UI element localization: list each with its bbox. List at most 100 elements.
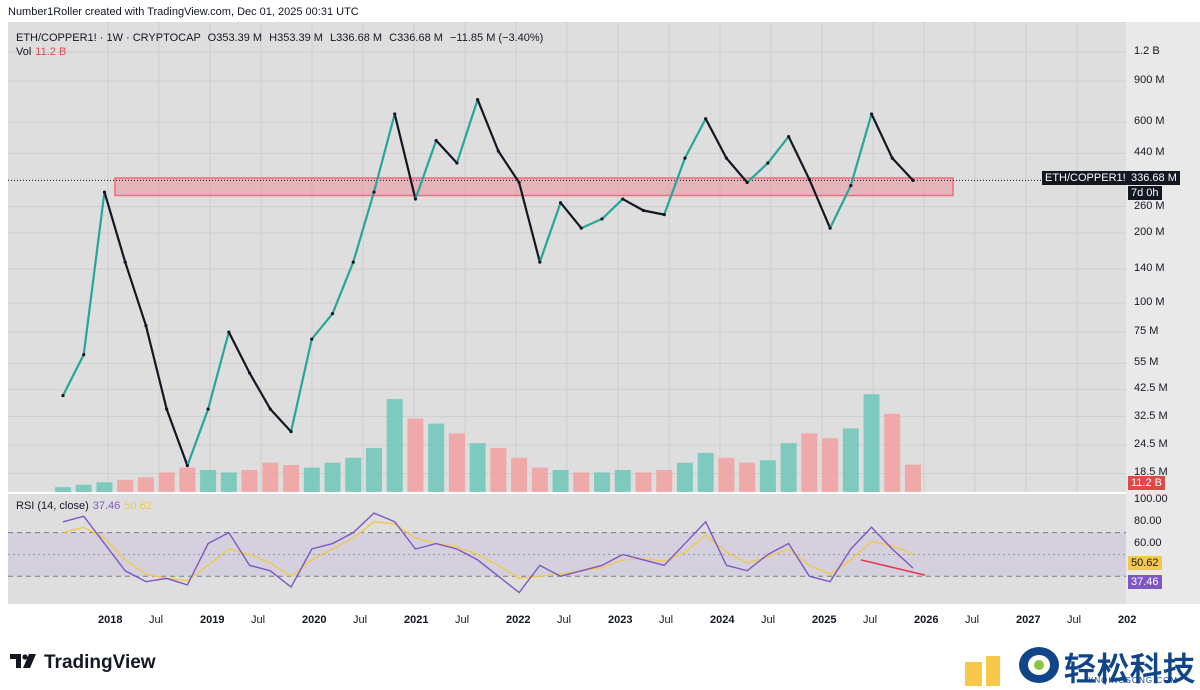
time-axis-label: Jul: [353, 614, 368, 626]
price-point: [310, 337, 314, 341]
time-axis-label: 2023: [608, 614, 633, 626]
price-candle: [746, 162, 769, 184]
price-point: [476, 97, 480, 102]
price-point: [268, 407, 272, 411]
time-axis-label: Jul: [965, 614, 980, 626]
price-chart[interactable]: [8, 22, 1129, 492]
price-candle: [186, 408, 210, 466]
price-candle: [849, 113, 873, 186]
price-point: [538, 260, 542, 264]
volume-bar: [448, 433, 465, 492]
price-point: [372, 190, 376, 194]
volume-bar: [905, 464, 921, 492]
price-axis-label: 42.5 M: [1134, 382, 1168, 395]
volume-bar: [676, 462, 693, 492]
price-candle: [683, 118, 707, 159]
price-point: [165, 407, 169, 411]
volume-bar: [490, 448, 507, 492]
volume-legend: Vol 11.2 B: [16, 46, 66, 58]
time-axis-label: Jul: [659, 614, 674, 626]
watermark-bar-icon: [986, 656, 1000, 686]
close-label: C: [389, 32, 398, 44]
price-candle: [476, 99, 500, 152]
time-axis[interactable]: 2018 Jul 2019 Jul 2020 Jul 2021 Jul 2022 Jul 2023 J…: [8, 604, 1200, 638]
price-point: [455, 161, 459, 165]
volume-bar: [552, 470, 569, 492]
price-point: [247, 371, 252, 375]
volume-bar: [158, 472, 175, 492]
volume-bar: [96, 482, 113, 492]
rsi-value: 37.46: [92, 500, 121, 512]
symbol-label[interactable]: ETH/COPPER1! · 1W · CRYPTOCAP: [16, 32, 201, 44]
time-axis-label: 2022: [506, 614, 531, 626]
price-axis-label: 18.5 M: [1134, 466, 1168, 479]
price-point: [828, 226, 832, 230]
tradingview-brand[interactable]: TradingView: [44, 652, 156, 673]
open-label: O: [207, 32, 217, 44]
volume-bar: [241, 470, 258, 492]
price-candle: [559, 202, 583, 229]
rsi-ma-line: [62, 521, 914, 582]
price-candle: [891, 157, 914, 182]
time-axis-label: Jul: [761, 614, 776, 626]
price-point: [683, 156, 687, 160]
volume-bar: [697, 452, 714, 492]
price-point: [662, 213, 666, 217]
price-candle: [352, 191, 376, 263]
price-candle: [289, 338, 313, 432]
price-axis[interactable]: 1.2 B 900 M 600 M 440 M 260 M 200 M 140 M 100 M…: [1126, 22, 1200, 604]
rsi-axis-label: 60.00: [1134, 536, 1162, 549]
price-point: [289, 430, 293, 434]
price-point: [911, 178, 915, 182]
volume-bar: [386, 399, 403, 492]
price-candle: [808, 179, 832, 229]
time-axis-label: Jul: [557, 614, 572, 626]
rsi-axis-label: 100.00: [1134, 493, 1168, 505]
price-candle: [455, 99, 479, 164]
time-axis-label: Jul: [251, 614, 266, 626]
time-axis-label: 2018: [98, 614, 123, 626]
rsi-chart[interactable]: [8, 494, 1126, 604]
price-point: [766, 161, 770, 165]
volume-label[interactable]: Vol: [16, 46, 32, 58]
volume-bar: [303, 467, 320, 492]
price-pane[interactable]: [8, 22, 1129, 492]
price-candle: [331, 261, 355, 315]
price-point: [351, 260, 355, 264]
price-candle: [663, 157, 686, 216]
rsi-pane[interactable]: [8, 494, 1126, 604]
price-point: [123, 260, 127, 264]
price-candle: [248, 372, 272, 410]
price-tag: 336.68 M: [1128, 171, 1180, 186]
watermark-bar-icon: [965, 662, 982, 686]
price-candle: [538, 202, 562, 263]
volume-bar: [801, 433, 818, 492]
footer: [0, 638, 1200, 688]
price-point: [185, 463, 189, 468]
price-point: [869, 112, 874, 116]
rsi-label[interactable]: RSI (14, close): [16, 500, 89, 512]
watermark-text: 轻松科技: [1064, 651, 1197, 687]
price-point: [807, 177, 811, 182]
time-axis-label: Jul: [455, 614, 470, 626]
time-axis-label: Jul: [863, 614, 878, 626]
price-axis-label: 1.2 B: [1134, 45, 1160, 58]
price-point: [621, 197, 625, 201]
price-candle: [622, 198, 645, 212]
high-label: H: [269, 32, 278, 44]
price-candle: [372, 113, 396, 193]
price-candle: [787, 136, 811, 180]
price-candle: [144, 325, 168, 410]
volume-bar: [511, 457, 528, 492]
price-candle: [518, 182, 541, 263]
volume-bar: [262, 462, 279, 492]
price-point: [745, 180, 749, 185]
symbol-tag: ETH/COPPER1!: [1042, 171, 1129, 186]
price-axis-label: 260 M: [1134, 199, 1165, 212]
chart-credit: Number1Roller created with TradingView.c…: [8, 6, 359, 18]
price-point: [558, 201, 563, 205]
price-candle: [601, 198, 624, 220]
price-point: [890, 156, 894, 160]
rsi-ma-value: 50.62: [124, 500, 152, 512]
price-point: [600, 217, 604, 221]
